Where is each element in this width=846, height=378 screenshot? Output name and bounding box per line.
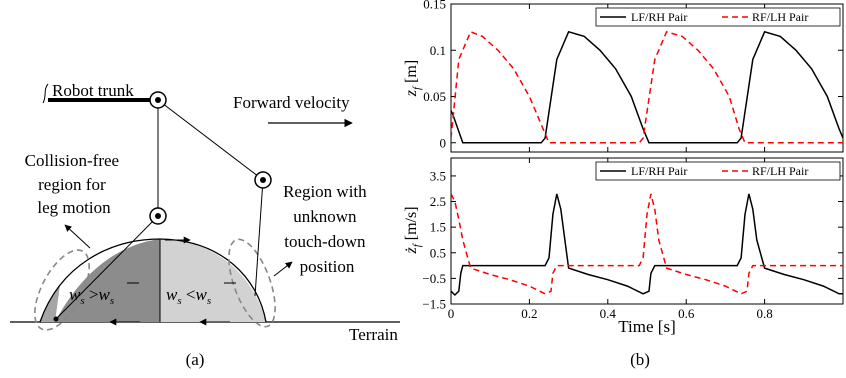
bottom-lf-rh-line [451,193,843,297]
collision-free-label: Collision-free region for leg motion [25,151,124,217]
bottom-legend: LF/RH Pair RF/LH Pair [595,161,841,181]
hip-joint-dot [155,97,161,103]
bottom-x-tick-label: 0.4 [600,306,617,321]
swing-knee-dot [260,177,266,183]
panel-a-caption: (a) [186,350,205,369]
bottom-y-tick-label: −0.5 [422,271,446,286]
collision-free-pointer [64,224,91,249]
stance-knee-dot [155,213,161,219]
terrain-label: Terrain [349,325,398,344]
top-plot-frame [450,3,844,153]
bottom-x-tick-label: 0 [448,306,455,321]
panel-b: 0 0.05 0.1 0.15 zf [m] LF/RH Pair RF/LH Pai… [403,0,844,369]
bottom-y-tick-label: 0.5 [430,245,446,260]
bottom-x-tick-label: 0.2 [521,306,537,321]
top-legend: LF/RH Pair RF/LH Pair [595,7,841,27]
top-y-tick-label: 0.05 [423,89,446,104]
trunk-break-mark [42,83,49,104]
swing-leg-lower [254,179,264,297]
top-y-tick-label: 0.1 [430,43,446,58]
bottom-legend-rf-label: RF/LH Pair [752,164,808,178]
top-ticks: 0 0.05 0.1 0.15 [423,0,843,152]
top-y-label: zf [m] [403,60,423,97]
robot-trunk-label: Robot trunk [52,81,134,100]
swing-leg-upper [157,99,264,181]
ws-less-label: ws <ws [166,285,211,307]
top-legend-rf-label: RF/LH Pair [752,10,808,24]
ws-greater-label: ws >ws [69,285,114,307]
bottom-y-label: żf [m/s] [403,206,423,254]
stance-leg-lower [55,215,159,320]
right-dashed-ellipse [228,238,276,328]
top-legend-lf-label: LF/RH Pair [631,10,687,24]
panel-a: Terrain Robot trunk Forward velocit [10,81,400,369]
forward-velocity-label: Forward velocity [233,93,350,112]
bottom-y-tick-label: 1.5 [430,220,446,235]
bottom-y-tick-label: 2.5 [430,194,446,209]
x-axis-label: Time [s] [618,317,675,336]
top-y-tick-label: 0.15 [423,0,446,12]
top-lf-rh-line [451,30,843,144]
left-dashed-ellipse [34,249,90,331]
bottom-y-tick-label: −1.5 [422,297,446,312]
stance-foot [53,316,59,322]
dark-region [55,239,160,322]
bottom-x-tick-label: 0.8 [756,306,772,321]
bottom-legend-lf-label: LF/RH Pair [631,164,687,178]
bottom-x-tick-label: 0.6 [678,306,695,321]
mid-region [40,285,60,322]
bottom-ticks: −1.5 −0.5 0.5 1.5 2.5 3.5 0 0.2 0.4 0.6 0.8 [422,158,843,321]
top-y-tick-label: 0 [440,135,447,150]
top-rf-lh-line [451,30,843,144]
unknown-region-label: Region with unknown touch-down position [283,182,371,276]
bottom-plot-frame [450,157,844,305]
unknown-region-pointer [273,261,293,277]
bottom-y-tick-label: 3.5 [430,168,446,183]
panel-b-caption: (b) [630,350,650,369]
bottom-rf-lh-line [451,193,843,295]
